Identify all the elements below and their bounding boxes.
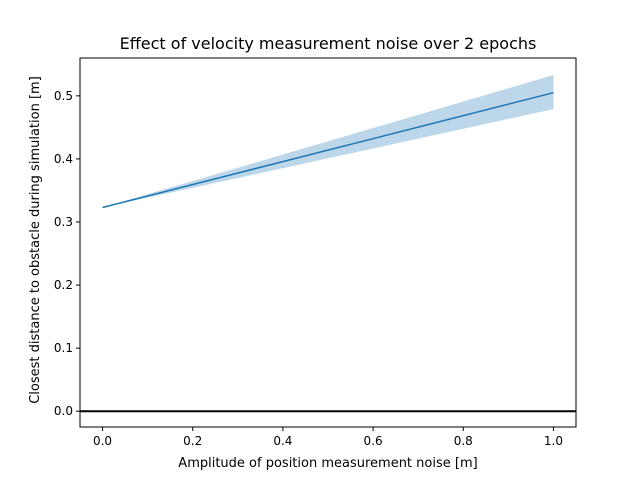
confidence-band <box>102 75 554 208</box>
x-tick-label: 0.2 <box>183 434 202 448</box>
y-tick-label: 0.2 <box>54 278 73 292</box>
y-tick-label: 0.4 <box>54 152 73 166</box>
y-tick-label: 0.0 <box>54 404 73 418</box>
y-tick-label: 0.5 <box>54 89 73 103</box>
x-tick-label: 0.8 <box>454 434 473 448</box>
x-tick-label: 0.6 <box>364 434 383 448</box>
x-tick-label: 1.0 <box>544 434 563 448</box>
y-tick-label: 0.1 <box>54 341 73 355</box>
chart-title: Effect of velocity measurement noise ove… <box>120 34 537 53</box>
y-axis-label: Closest distance to obstacle during simu… <box>28 76 43 404</box>
plot-area: 0.0 0.2 0.4 0.6 0.8 1.0 0.0 0.1 0.2 0.3 0.4 0.5 <box>54 57 577 448</box>
axes-frame <box>79 57 577 428</box>
x-tick-label: 0.4 <box>273 434 292 448</box>
x-axis-label: Amplitude of position measurement noise … <box>178 456 477 471</box>
x-tick-label: 0.0 <box>93 434 112 448</box>
series-line <box>102 91 554 209</box>
y-tick-label: 0.3 <box>54 215 73 229</box>
